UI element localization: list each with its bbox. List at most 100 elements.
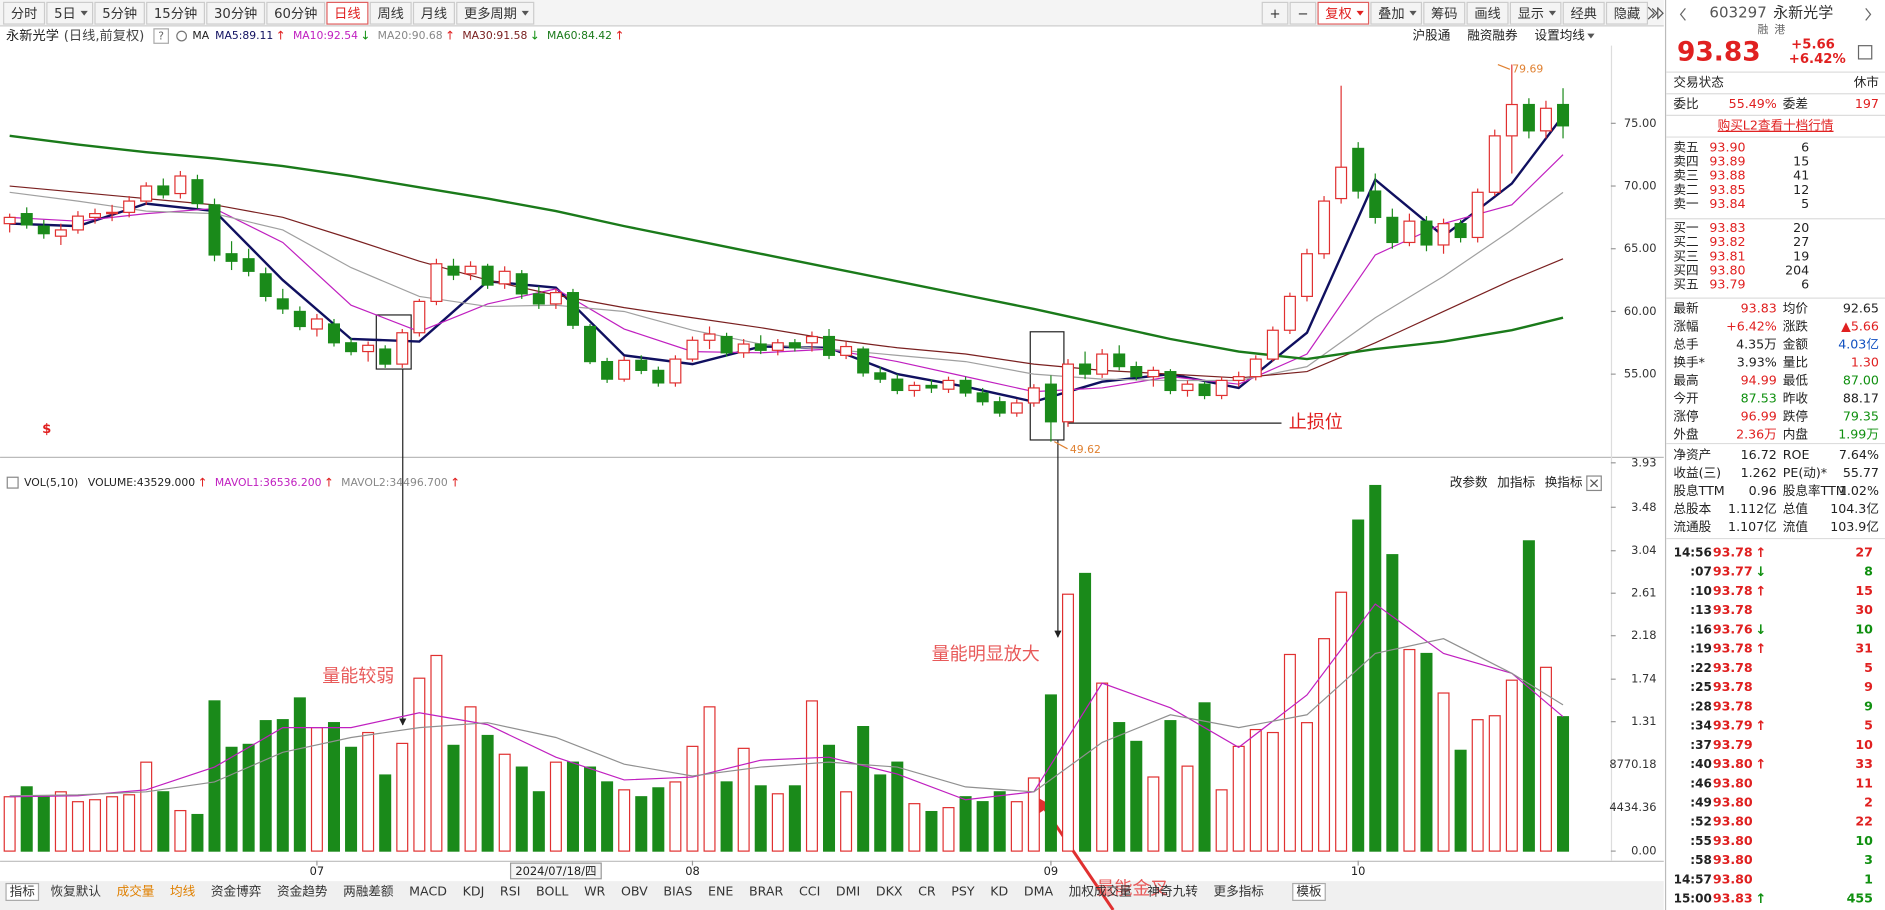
tool-label[interactable]: 筹码 <box>1431 5 1457 22</box>
tab-box[interactable] <box>5 882 40 901</box>
tab-box[interactable] <box>1292 882 1326 901</box>
period-label[interactable]: 30分钟 <box>214 5 257 22</box>
dropdown-caret <box>1587 33 1595 39</box>
moving-average-line <box>9 185 1564 379</box>
prev-icon[interactable] <box>1679 8 1686 21</box>
indicator-tab[interactable]: OBV <box>621 883 648 898</box>
period-button[interactable] <box>266 1 326 25</box>
volume-bar <box>805 700 818 852</box>
tool-button[interactable] <box>1509 1 1562 25</box>
period-label[interactable]: 分时 <box>11 6 37 22</box>
tool-button[interactable] <box>1423 1 1466 25</box>
tool-button[interactable] <box>1466 1 1509 25</box>
indicator-tab[interactable]: RSI <box>500 883 520 898</box>
tool-label[interactable]: 画线 <box>1474 6 1500 22</box>
expand-icon[interactable] <box>1651 7 1664 19</box>
stat-value: 104.3亿 <box>1830 501 1879 516</box>
toggle-icon[interactable] <box>1857 45 1873 60</box>
indicator-tab[interactable]: BOLL <box>536 883 568 898</box>
trade-volume: 8 <box>1864 564 1873 579</box>
settings-icon[interactable] <box>176 30 188 42</box>
tool-button[interactable] <box>1370 1 1423 25</box>
trade-arrow: ↑ <box>1755 546 1766 561</box>
indicator-tab[interactable]: DMA <box>1024 883 1054 898</box>
indicator-tab[interactable]: 神奇九转 <box>1147 883 1198 898</box>
period-label[interactable]: 日线 <box>334 6 360 22</box>
candle-body <box>754 343 767 351</box>
tool-button[interactable] <box>1605 1 1648 25</box>
indicator-tab[interactable]: KDJ <box>463 883 485 898</box>
period-label[interactable]: 15分钟 <box>154 5 197 22</box>
indicator-tab[interactable]: MACD <box>409 883 447 898</box>
period-button[interactable] <box>146 1 205 25</box>
tool-button[interactable] <box>1289 1 1317 25</box>
indicator-tab[interactable]: 资金博弈 <box>211 883 261 898</box>
indicator-tab[interactable]: BIAS <box>663 883 692 898</box>
stock-name: 永新光学 <box>1773 4 1833 22</box>
period-label[interactable]: 60分钟 <box>274 5 317 22</box>
indicator-tab[interactable]: BRAR <box>749 883 784 898</box>
period-button[interactable] <box>326 1 369 25</box>
period-button[interactable] <box>206 1 266 25</box>
period-button[interactable] <box>412 1 455 25</box>
trade-volume: 27 <box>1855 544 1873 559</box>
volume-bar <box>1300 722 1313 852</box>
period-button[interactable] <box>456 1 535 25</box>
indicator-tab[interactable]: 加权成交量 <box>1069 883 1132 898</box>
dropdown-caret <box>1409 10 1417 16</box>
period-label[interactable]: 5分钟 <box>102 5 137 22</box>
stock-tag: 融 <box>1758 23 1769 36</box>
indicator-tab[interactable]: ENE <box>708 883 733 898</box>
tool-label[interactable]: 叠加 <box>1378 6 1404 22</box>
indicator-tab[interactable]: 资金趋势 <box>277 883 328 898</box>
tool-label[interactable]: 显示 <box>1518 7 1544 22</box>
tool-label[interactable]: − <box>1297 7 1308 22</box>
indicator-tab[interactable]: 模板 <box>1296 883 1322 898</box>
help-icon[interactable]: ? <box>158 30 164 43</box>
indicator-tab[interactable]: PSY <box>951 883 975 898</box>
indicator-tab[interactable]: WR <box>584 883 605 898</box>
indicator-tab[interactable]: KD <box>990 883 1008 898</box>
header-link[interactable]: 沪股通 <box>1413 28 1451 43</box>
indicator-tab[interactable]: 两融差额 <box>343 883 394 898</box>
trade-time: :16 <box>1690 622 1712 636</box>
period-label[interactable]: 更多周期 <box>464 5 517 22</box>
indicator-tab[interactable]: 成交量 <box>117 883 155 898</box>
tool-label[interactable]: 复权 <box>1325 5 1351 22</box>
volume-bar <box>771 793 784 852</box>
tool-label[interactable]: 隐藏 <box>1614 6 1640 22</box>
l2-link[interactable]: 购买L2查看十档行情 <box>1718 118 1834 133</box>
indicator-tab[interactable]: 指标 <box>10 883 36 898</box>
volume-bar <box>225 746 238 852</box>
header-link[interactable]: 融资融券 <box>1467 28 1518 43</box>
next-icon[interactable] <box>1865 8 1872 21</box>
period-button[interactable] <box>46 1 94 25</box>
collapse-icon[interactable] <box>1647 6 1659 20</box>
indicator-tab[interactable]: DKX <box>876 883 903 898</box>
indicator-tab[interactable]: CR <box>918 883 936 898</box>
period-label[interactable]: 周线 <box>377 6 403 22</box>
close-icon[interactable] <box>1590 479 1599 488</box>
indicator-tab[interactable]: 更多指标 <box>1213 883 1264 898</box>
period-button[interactable] <box>3 1 46 25</box>
tool-label[interactable]: 经典 <box>1570 6 1596 22</box>
indicator-tab[interactable]: DMI <box>836 883 860 898</box>
indicator-link[interactable]: 改参数 <box>1450 475 1488 490</box>
indicator-link[interactable]: 换指标 <box>1545 475 1583 490</box>
tool-label[interactable]: + <box>1269 7 1280 22</box>
help-box[interactable] <box>153 28 169 44</box>
header-link[interactable]: 设置均线 <box>1534 28 1585 43</box>
tool-button[interactable] <box>1317 1 1370 25</box>
period-button[interactable] <box>369 1 412 25</box>
indicator-tab[interactable]: 均线 <box>170 883 196 898</box>
stat-value: 94.99 <box>1741 373 1777 388</box>
period-button[interactable] <box>94 1 145 25</box>
indicator-tab[interactable]: 恢复默认 <box>51 883 102 898</box>
collapse-box[interactable] <box>6 476 19 489</box>
indicator-link[interactable]: 加指标 <box>1497 475 1535 490</box>
tool-button[interactable] <box>1261 1 1289 25</box>
indicator-tab[interactable]: CCI <box>799 883 820 898</box>
period-label[interactable]: 月线 <box>421 6 447 22</box>
period-label[interactable]: 5日 <box>54 7 76 22</box>
tool-button[interactable] <box>1562 1 1605 25</box>
